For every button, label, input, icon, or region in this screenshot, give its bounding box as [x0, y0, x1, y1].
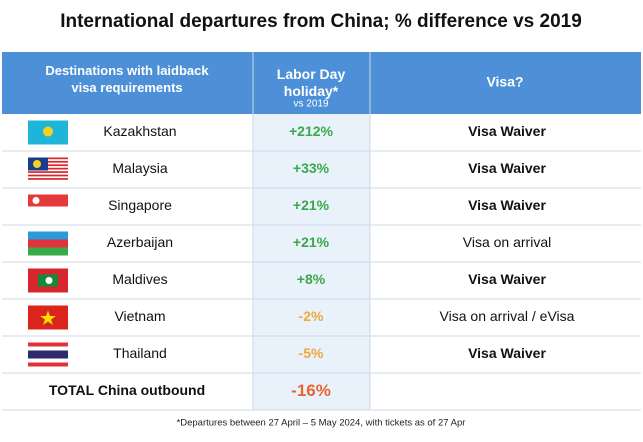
visa: Visa Waiver	[468, 160, 546, 176]
change: +21%	[293, 234, 330, 250]
flag	[28, 305, 68, 330]
flag-stripe	[28, 178, 68, 180]
flag	[28, 342, 68, 367]
country: Maldives	[112, 271, 167, 287]
flag	[28, 268, 68, 293]
flag-red	[28, 194, 68, 207]
change: +33%	[293, 160, 330, 176]
total-label: TOTAL China outbound	[49, 382, 205, 398]
change: +212%	[289, 123, 334, 139]
change: +21%	[293, 197, 330, 213]
header-destinations: Destinations with laidback visa requireme…	[45, 63, 209, 95]
flag	[28, 120, 68, 145]
country: Kazakhstan	[103, 123, 176, 139]
change: +8%	[297, 271, 326, 287]
country: Singapore	[108, 197, 172, 213]
country: Thailand	[113, 345, 167, 361]
flag-star	[40, 310, 56, 325]
header-visa: Visa?	[486, 74, 523, 90]
header-holiday-text: Labor Day	[277, 66, 346, 82]
change: -5%	[299, 345, 324, 361]
flag	[28, 194, 68, 207]
flag-sun	[43, 126, 53, 137]
flag-red	[28, 239, 68, 248]
header-bg	[2, 52, 641, 114]
country: Malaysia	[112, 160, 167, 176]
visa: Visa on arrival / eVisa	[440, 308, 575, 324]
visa: Visa Waiver	[468, 271, 546, 287]
country: Azerbaijan	[107, 234, 173, 250]
header-holiday-sub: vs 2019	[293, 99, 328, 110]
flag-stripe	[28, 171, 68, 173]
change: -2%	[299, 308, 324, 324]
flag-moon	[32, 197, 40, 204]
visa: Visa Waiver	[468, 123, 546, 139]
total-change: -16%	[291, 381, 331, 400]
flag	[28, 231, 68, 256]
visa: Visa Waiver	[468, 197, 546, 213]
flag-green	[28, 247, 68, 256]
flag-blue	[28, 231, 68, 240]
visa: Visa Waiver	[468, 345, 546, 361]
flag-stripe	[28, 174, 68, 177]
flag-moon	[45, 277, 53, 284]
country: Vietnam	[114, 308, 165, 324]
title: International departures from China; % d…	[60, 11, 582, 32]
visa: Visa on arrival	[463, 234, 551, 250]
flag-blue	[28, 350, 68, 359]
header-holiday: Labor Day holiday*	[277, 66, 346, 99]
header-destinations-text: Destinations with laidback	[45, 63, 209, 78]
flag	[28, 157, 68, 180]
header-line: holiday*	[284, 83, 339, 99]
flag-moon	[33, 160, 41, 168]
footnote: *Departures between 27 April – 5 May 202…	[177, 418, 466, 429]
header-line: visa requirements	[71, 80, 182, 95]
